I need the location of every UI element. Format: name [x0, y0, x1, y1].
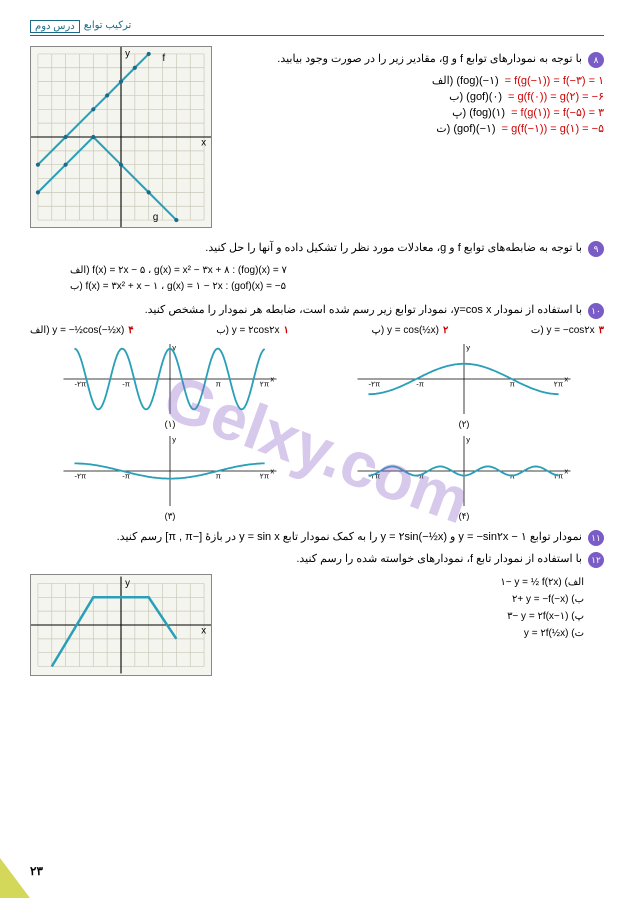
topic-label: ترکیب توابع: [84, 20, 132, 33]
chart-q12: x y: [30, 574, 212, 676]
q8-text: با توجه به نمودارهای توابع f و g، مقادیر…: [220, 52, 582, 65]
q9-equations: الف) f(x) = ۲x − ۵ ، g(x) = x² − ۳x + ۸ …: [70, 263, 604, 295]
svg-text:f: f: [163, 53, 166, 64]
q12-text: با استفاده از نمودار تابع f، نمودارهای خ…: [30, 552, 582, 565]
q10-text: با استفاده از نمودار y=cos x، نمودار توا…: [30, 303, 582, 316]
svg-text:۲π: ۲π: [260, 472, 269, 481]
page-number: ۲۳: [30, 864, 43, 878]
svg-text:y: y: [172, 436, 176, 444]
chart-q8: x y f g: [30, 46, 212, 228]
corner-decoration: [0, 858, 30, 898]
svg-text:y: y: [466, 344, 470, 352]
svg-text:۲π: ۲π: [554, 380, 563, 389]
eq-line: ت) (gof)(−۱)= g(f(−۱)) = g(۱) = −۵: [220, 122, 604, 135]
svg-text:y: y: [125, 578, 130, 589]
svg-text:π: π: [216, 380, 221, 389]
q11-badge: ۱۱: [588, 530, 604, 546]
svg-text:y: y: [125, 49, 130, 60]
lesson-label: درس دوم: [30, 20, 80, 33]
eq-line: ب) (gof)(۰)= g(f(۰)) = g(۲) = −۶: [220, 90, 604, 103]
svg-text:x: x: [201, 625, 206, 636]
svg-text:-۲π: -۲π: [74, 472, 86, 481]
cos-charts: -۲π -π π ۲π x y (۱) -۲π -π π ۲π x y (۲) …: [30, 344, 604, 522]
svg-text:g: g: [153, 212, 158, 223]
q10-options: الف) y = −½cos(−½x) ۴ب) y = ۲cos۲x ۱پ) y…: [30, 325, 604, 336]
svg-text:۲π: ۲π: [260, 380, 269, 389]
svg-text:-۲π: -۲π: [74, 380, 86, 389]
svg-text:π: π: [216, 472, 221, 481]
q9-text: با توجه به ضابطه‌های توابع f و g، معادلا…: [30, 241, 582, 254]
q8-badge: ۸: [588, 52, 604, 68]
q11-text: نمودار توابع y = −sin۲x − ۱ و y = ۲sin(−…: [30, 530, 582, 543]
svg-text:x: x: [201, 137, 206, 148]
q10-badge: ۱۰: [588, 303, 604, 319]
svg-text:-۲π: -۲π: [368, 380, 380, 389]
svg-text:x: x: [564, 466, 568, 475]
svg-text:x: x: [270, 374, 274, 383]
svg-text:y: y: [466, 436, 470, 444]
svg-text:-π: -π: [122, 380, 130, 389]
q9-badge: ۹: [588, 241, 604, 257]
svg-text:x: x: [564, 374, 568, 383]
eq-line: پ) (fog)(۱)= f(g(۱)) = f(−۵) = ۳: [220, 106, 604, 119]
q12-items: ۱− y = ½ f(۲x) (الف۲+ y = −f(−x) (ب۳− y …: [220, 574, 584, 642]
eq-line: الف) (fog)(−۱)= f(g(−۱)) = f(−۳) = ۱: [220, 74, 604, 87]
page-header: درس دوم ترکیب توابع: [30, 20, 604, 36]
svg-text:-π: -π: [416, 380, 424, 389]
svg-text:x: x: [270, 466, 274, 475]
q12-badge: ۱۲: [588, 552, 604, 568]
